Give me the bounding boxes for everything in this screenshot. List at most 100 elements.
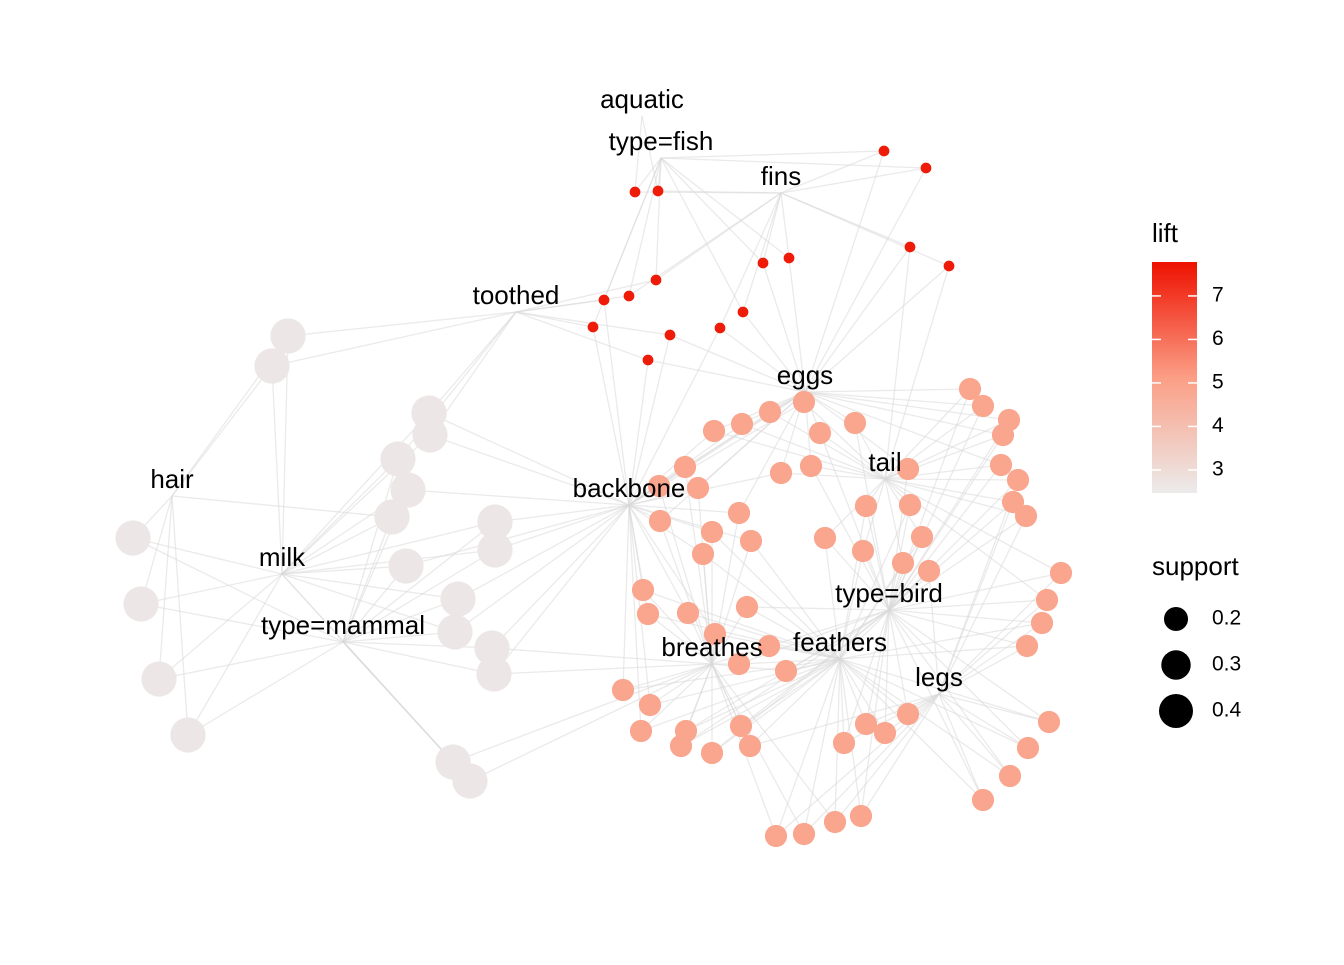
edge (768, 609, 890, 647)
edge (659, 520, 713, 665)
edge (839, 658, 845, 744)
edge (804, 150, 885, 393)
rule-node (1014, 504, 1038, 528)
edge (634, 157, 662, 193)
rule-node (123, 586, 159, 622)
edge (494, 504, 630, 551)
edge (711, 658, 841, 754)
edge (628, 504, 752, 542)
edge (888, 515, 1027, 611)
edge (158, 573, 283, 680)
edge (888, 609, 1050, 723)
edge (740, 658, 841, 727)
rule-node (374, 499, 410, 535)
edge (884, 478, 904, 564)
rule-node (652, 185, 664, 197)
rule-node (452, 763, 488, 799)
rule-node (764, 824, 788, 848)
edge (888, 434, 1004, 611)
edge (938, 693, 984, 801)
edge (884, 265, 950, 480)
edge (780, 150, 885, 194)
edge (888, 572, 1062, 611)
rule-node (676, 601, 700, 625)
legend-title: support (1152, 551, 1239, 581)
rule-node (739, 529, 763, 553)
item-label: feathers (793, 627, 887, 657)
edge (780, 192, 790, 259)
rule-node (757, 634, 781, 658)
edge (171, 495, 393, 518)
edge (711, 531, 841, 660)
rule-node (729, 714, 753, 738)
edge (742, 192, 782, 313)
edge (839, 645, 1028, 660)
edge (493, 504, 630, 675)
rule-node (686, 476, 710, 500)
edge (428, 311, 517, 414)
rule-node (783, 252, 795, 264)
rule-node (477, 532, 513, 568)
edge (281, 565, 407, 575)
rule-node (270, 318, 306, 354)
edge (750, 540, 841, 660)
edge (738, 391, 806, 514)
rule-node (896, 457, 920, 481)
edge (158, 641, 344, 680)
edge (839, 658, 867, 725)
edge (888, 501, 1014, 611)
rule-node (904, 241, 916, 253)
rule-node (115, 520, 151, 556)
edge (660, 157, 790, 259)
edge (775, 658, 841, 837)
edge (938, 515, 1027, 695)
edge (888, 609, 1028, 647)
edge (839, 658, 1029, 749)
edge (628, 327, 721, 506)
edge (888, 609, 909, 715)
edge (649, 663, 713, 706)
edge (839, 505, 867, 660)
edge (839, 504, 911, 660)
edge (680, 658, 841, 747)
rule-node (636, 602, 660, 626)
edge (839, 622, 1043, 660)
edge (342, 598, 459, 643)
edge (628, 504, 716, 635)
edge (860, 693, 940, 817)
rule-node (730, 412, 754, 436)
rule-node (629, 719, 653, 743)
rule-node (477, 504, 513, 540)
edge (342, 458, 399, 643)
edge (719, 327, 806, 393)
rule-node (703, 622, 727, 646)
lift-tick-label: 3 (1212, 457, 1224, 480)
rule-node (629, 186, 641, 198)
edge (804, 265, 950, 393)
edge (407, 489, 630, 506)
edge (888, 609, 1011, 777)
edge (834, 693, 940, 823)
lift-tick-label: 7 (1212, 283, 1224, 306)
edge (281, 573, 459, 600)
edge (780, 192, 950, 267)
edge (628, 504, 740, 514)
rule-node (843, 411, 867, 435)
edge (281, 549, 496, 575)
rule-node (854, 712, 878, 736)
rule-node (971, 394, 995, 418)
rule-node (832, 731, 856, 755)
item-label: fins (761, 161, 801, 191)
edge (457, 504, 630, 600)
rule-node (1037, 710, 1061, 734)
edge (884, 478, 1062, 574)
rule-node (1001, 490, 1025, 514)
edge (187, 573, 283, 736)
edge (281, 516, 393, 575)
edge (281, 335, 289, 575)
rule-node (702, 419, 726, 443)
support-tick-label: 0.2 (1212, 607, 1241, 630)
edge (592, 326, 630, 506)
edge (780, 472, 886, 480)
edge (768, 645, 841, 660)
